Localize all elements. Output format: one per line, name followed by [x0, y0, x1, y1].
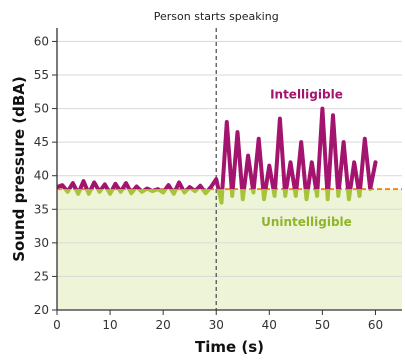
x-tick-label: 0: [53, 318, 61, 332]
y-tick-label: 35: [34, 202, 49, 216]
y-axis-ticks: 20 25 30 35 40 45 50 55 60: [34, 34, 57, 317]
y-tick-label: 60: [34, 34, 49, 48]
x-tick-label: 50: [315, 318, 330, 332]
x-tick-label: 60: [368, 318, 383, 332]
signal-above-threshold: [57, 106, 378, 190]
unintelligible-zone: [57, 189, 402, 310]
y-tick-label: 40: [34, 169, 49, 183]
signal-below-threshold: [62, 189, 373, 205]
y-axis-title: Sound pressure (dBA): [10, 76, 28, 262]
x-tick-label: 30: [209, 318, 224, 332]
x-tick-label: 40: [262, 318, 277, 332]
y-tick-label: 30: [34, 236, 49, 250]
x-axis-title: Time (s): [195, 338, 264, 356]
y-tick-label: 20: [34, 303, 49, 317]
x-tick-label: 20: [156, 318, 171, 332]
y-tick-label: 25: [34, 269, 49, 283]
intelligible-label: Intelligible: [270, 88, 343, 102]
event-annotation: Person starts speaking: [154, 10, 279, 23]
y-tick-label: 45: [34, 135, 49, 149]
y-tick-label: 50: [34, 102, 49, 116]
unintelligible-label: Unintelligible: [261, 215, 352, 229]
x-axis-ticks: 0 10 20 30 40 50 60: [53, 310, 383, 332]
y-tick-label: 55: [34, 68, 49, 82]
x-tick-label: 10: [102, 318, 117, 332]
